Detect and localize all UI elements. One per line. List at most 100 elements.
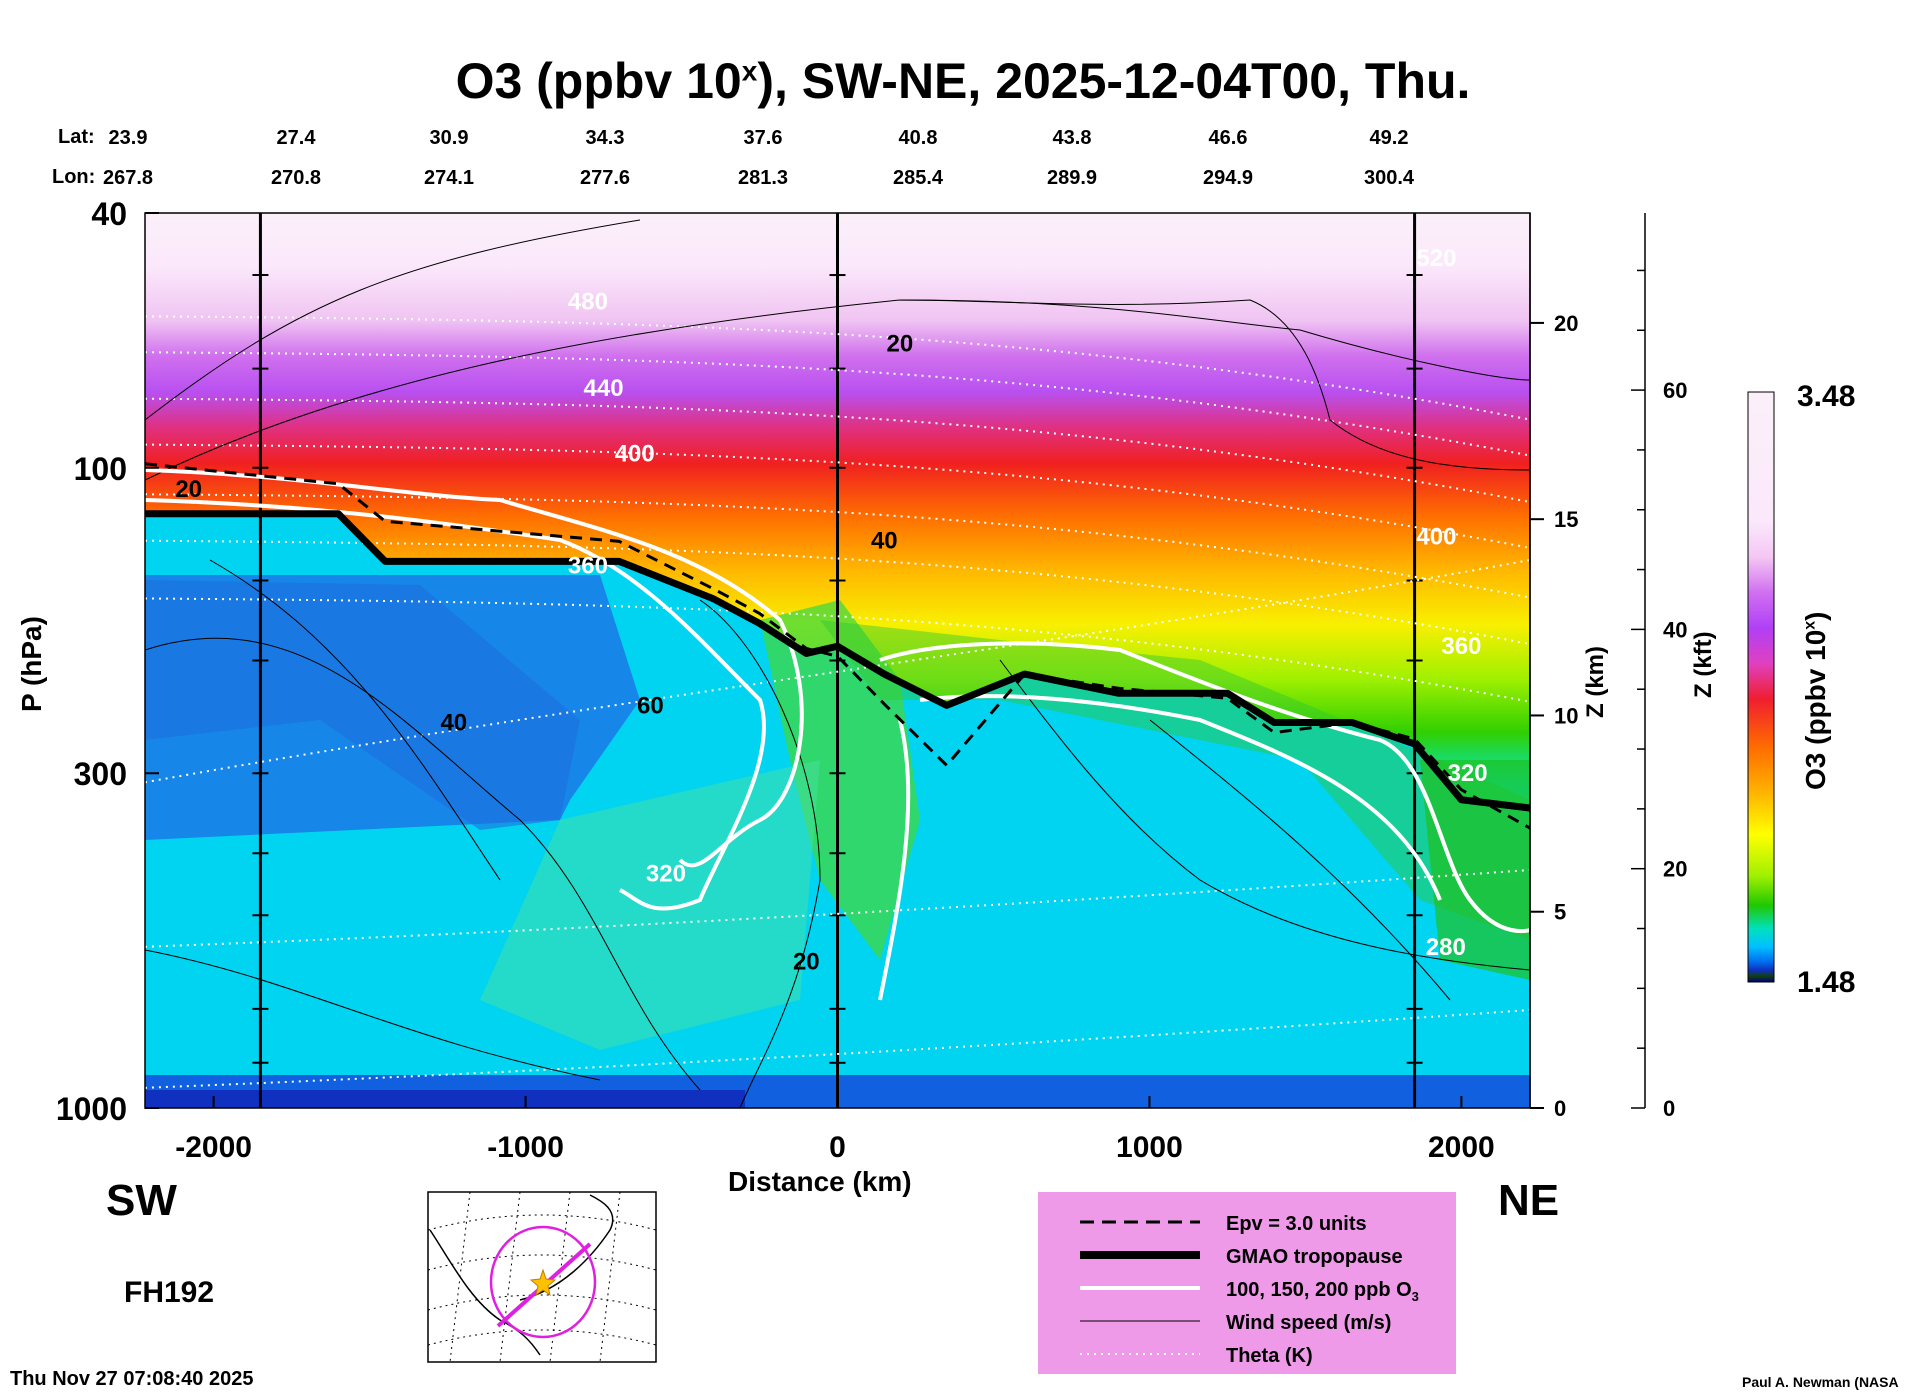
- y-axis-label: P (hPa): [16, 616, 47, 712]
- lat-value: 37.6: [744, 127, 783, 149]
- wind-label: 40: [871, 528, 898, 555]
- wind-label: 20: [887, 331, 914, 358]
- lat-value: 43.8: [1053, 127, 1092, 149]
- x-axis-label: Distance (km): [728, 1166, 912, 1197]
- z-km-tick-label: 10: [1554, 703, 1578, 728]
- wind-contour: [899, 299, 1530, 471]
- lat-value: 23.9: [109, 127, 148, 149]
- lat-value: 27.4: [277, 127, 317, 149]
- lat-value: 40.8: [899, 127, 938, 149]
- theta-label: 440: [584, 375, 624, 402]
- map-graticule: [599, 1191, 621, 1363]
- lon-label: Lon:: [52, 166, 96, 188]
- legend-label: Theta (K): [1226, 1345, 1313, 1367]
- map-graticule: [427, 1254, 657, 1271]
- map-graticule: [427, 1294, 657, 1311]
- lat-value: 46.6: [1209, 127, 1248, 149]
- lat-value: 30.9: [430, 127, 469, 149]
- map-domain-circle: [489, 1225, 597, 1339]
- z-km-tick-label: 0: [1554, 1096, 1566, 1121]
- z-km-tick-label: 5: [1554, 900, 1566, 925]
- wind-contour: [1149, 719, 1451, 1001]
- colorbar-label: O3 (ppbv 10x): [1800, 611, 1831, 791]
- map-graticule: [427, 1329, 657, 1346]
- lon-value: 281.3: [738, 167, 788, 189]
- timestamp: Thu Nov 27 07:08:40 2025: [10, 1368, 254, 1390]
- o3-ne-green: [1420, 760, 1530, 980]
- z-kft-tick-label: 40: [1663, 617, 1687, 642]
- z-kft-tick-label: 60: [1663, 378, 1687, 403]
- wind-contour: [145, 637, 701, 1091]
- legend-label: 100, 150, 200 ppb O3: [1226, 1279, 1419, 1304]
- o3-low-core: [145, 580, 580, 830]
- wind-label: 40: [440, 710, 467, 737]
- wind-contour: [209, 559, 501, 881]
- wind-contour: [699, 599, 821, 1108]
- theta-label: 360: [568, 552, 608, 579]
- legend-label: GMAO tropopause: [1226, 1246, 1403, 1268]
- x-tick-label: 1000: [1116, 1131, 1183, 1164]
- o3-contour: [879, 641, 1530, 934]
- theta-label: 360: [1441, 633, 1481, 660]
- map-center-star: [529, 1268, 557, 1297]
- theta-label: 480: [568, 289, 608, 316]
- z-km-label: Z (km): [1582, 646, 1609, 718]
- y-tick-label: 40: [91, 196, 127, 232]
- x-tick-label: -2000: [175, 1131, 252, 1164]
- lat-value: 49.2: [1370, 127, 1409, 149]
- colorbar-min: 1.48: [1797, 966, 1855, 999]
- forecast-hour: FH192: [124, 1276, 215, 1309]
- o3-surface-low: [145, 1090, 745, 1108]
- credit: Paul A. Newman (NASA: [1742, 1374, 1899, 1390]
- theta-line: [145, 315, 1530, 421]
- theta-label: 400: [1416, 523, 1456, 550]
- y-tick-label: 100: [74, 451, 127, 487]
- ne-label: NE: [1498, 1176, 1560, 1225]
- x-tick-label: 2000: [1428, 1131, 1495, 1164]
- lon-value: 267.8: [103, 167, 153, 189]
- z-km-tick-label: 15: [1554, 507, 1578, 532]
- o3-ne-band: [820, 620, 1530, 940]
- latlon-header: 23.9 267.8 27.4 270.8 30.9 274.1 34.3 277.6 37.6…: [103, 127, 1415, 189]
- lat-label: Lat:: [58, 126, 95, 148]
- legend-label: Wind speed (m/s): [1226, 1312, 1391, 1334]
- theta-label: 400: [615, 441, 655, 468]
- lon-value: 277.6: [580, 167, 630, 189]
- theta-line: [145, 397, 1530, 503]
- theta-label: 320: [646, 860, 686, 887]
- tropopause-line: [145, 510, 1530, 812]
- o3-contour: [145, 498, 766, 911]
- legend-label: Epv = 3.0 units: [1226, 1213, 1367, 1235]
- colorbar-scale: [1747, 391, 1775, 983]
- sw-label: SW: [106, 1176, 177, 1225]
- theta-line: [145, 493, 1530, 599]
- map-graticule: [427, 1214, 657, 1231]
- wind-contour: [145, 949, 601, 1081]
- lon-value: 294.9: [1203, 167, 1253, 189]
- y-tick-label: 1000: [56, 1091, 127, 1127]
- wind-label: 20: [793, 948, 820, 975]
- lon-value: 289.9: [1047, 167, 1097, 189]
- y-tick-label: 300: [74, 756, 127, 792]
- wind-contour: [145, 219, 641, 421]
- lon-value: 300.4: [1364, 167, 1415, 189]
- theta-label: 280: [1426, 934, 1466, 961]
- lat-value: 34.3: [586, 127, 625, 149]
- o3-contour: [145, 468, 804, 868]
- x-tick-label: -1000: [487, 1131, 564, 1164]
- theta-line: [145, 351, 1530, 457]
- z-kft-tick-label: 20: [1663, 857, 1687, 882]
- z-kft-tick-label: 0: [1663, 1096, 1675, 1121]
- colorbar-max: 3.48: [1797, 380, 1855, 413]
- lon-value: 270.8: [271, 167, 321, 189]
- theta-label: 320: [1448, 760, 1488, 787]
- wind-label: 60: [637, 692, 664, 719]
- map-graticule: [499, 1191, 521, 1363]
- o3-contour: [919, 694, 1442, 901]
- z-kft-label: Z (kft): [1690, 631, 1717, 698]
- theta-label: 520: [1416, 245, 1456, 272]
- lon-value: 285.4: [893, 167, 944, 189]
- theta-line: [145, 443, 1530, 549]
- o3-contour: [878, 719, 911, 1001]
